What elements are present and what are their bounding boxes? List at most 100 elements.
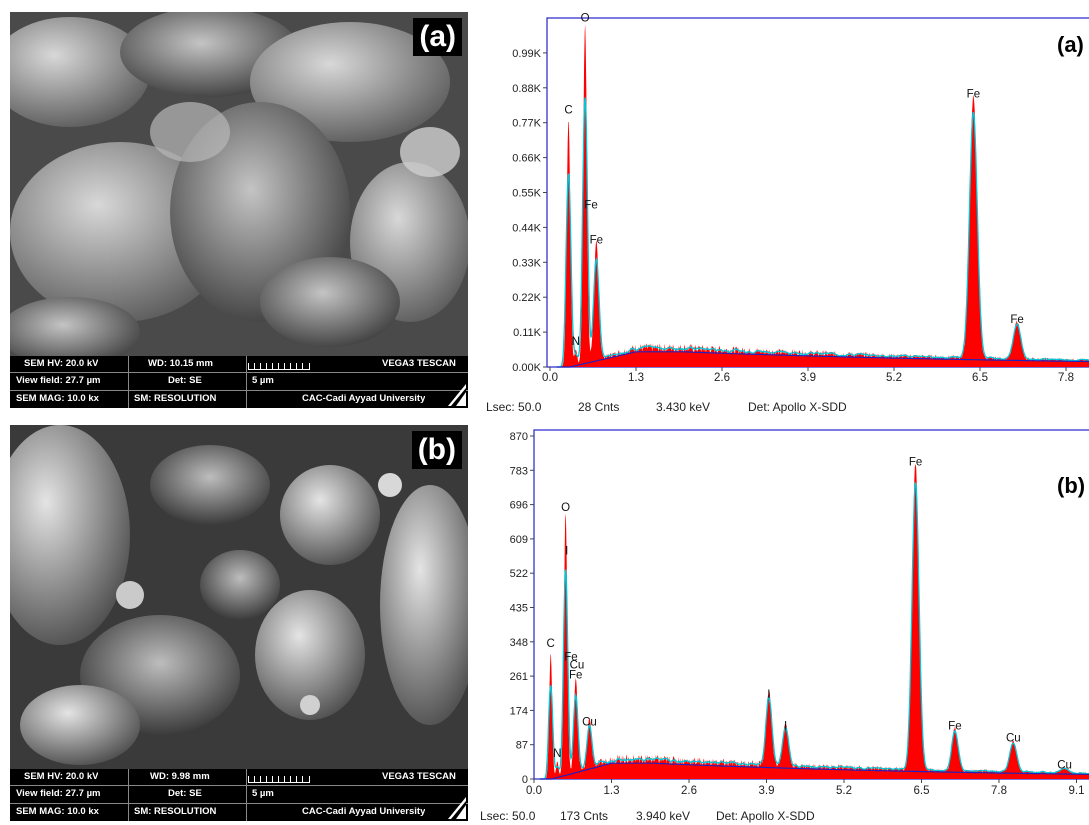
peak-label-n: N bbox=[553, 748, 561, 760]
x-tick-label: 2.6 bbox=[714, 372, 730, 384]
eds-spectrum-b: 0 87 174 261 348 435 522 609 696 783 870 0.0 1.3 2.6 3… bbox=[476, 425, 1089, 825]
y-tick-label: 783 bbox=[510, 465, 528, 477]
tescan-logo-icon bbox=[448, 797, 466, 819]
x-tick-label: 0.0 bbox=[526, 785, 542, 797]
panel-label-a: (a) bbox=[413, 18, 462, 56]
sem-wd: WD: 9.98 mm bbox=[150, 771, 210, 782]
plot-frame bbox=[533, 429, 1089, 780]
eds-status-counts: 28 Cnts bbox=[578, 400, 620, 414]
peak-label-fe: Fe bbox=[569, 669, 582, 681]
y-tick-label: 0.44K bbox=[512, 222, 541, 234]
tescan-logo-icon bbox=[448, 384, 466, 406]
peak-label-o: O bbox=[581, 13, 590, 25]
eds-status-lsec: Lsec: 50.0 bbox=[486, 400, 542, 414]
peak-label-n: N bbox=[572, 336, 580, 348]
sem-micrograph-a bbox=[10, 12, 468, 356]
background-curve bbox=[540, 762, 1089, 780]
x-tick-label: 7.8 bbox=[1058, 372, 1074, 384]
x-tick-label: 1.3 bbox=[628, 372, 644, 384]
eds-status-counts: 173 Cnts bbox=[560, 809, 609, 823]
sem-det: Det: SE bbox=[168, 788, 202, 799]
y-tick-label: 0.55K bbox=[512, 188, 541, 200]
peak-label-cu: Cu bbox=[1006, 732, 1021, 744]
eds-status-energy: 3.940 keV bbox=[636, 809, 691, 823]
peak-label-i: I bbox=[767, 689, 770, 701]
sem-databar-a: SEM HV: 20.0 kV WD: 10.15 mm VEGA3 TESCA… bbox=[10, 356, 468, 408]
peak-label-c: C bbox=[547, 638, 555, 650]
sem-mag: SEM MAG: 10.0 kx bbox=[16, 806, 99, 817]
peak-label-i: I bbox=[784, 721, 787, 733]
fit-curve bbox=[540, 481, 1089, 780]
peak-label-cu: Cu bbox=[570, 660, 585, 672]
sem-hv: SEM HV: 20.0 kV bbox=[24, 358, 99, 369]
y-tick-label: 0 bbox=[522, 774, 528, 786]
x-tick-label: 3.9 bbox=[759, 785, 775, 797]
eds-status-energy: 3.430 keV bbox=[656, 400, 711, 414]
panel-tag: (a) bbox=[1057, 32, 1084, 57]
sem-micrograph-b bbox=[10, 425, 468, 769]
y-tick-label: 174 bbox=[510, 705, 528, 717]
sem-scale: 5 µm bbox=[252, 375, 274, 386]
x-tick-label: 3.9 bbox=[800, 372, 816, 384]
y-tick-label: 0.88K bbox=[512, 83, 541, 95]
sem-sm: SM: RESOLUTION bbox=[134, 393, 217, 404]
y-tick-label: 0.22K bbox=[512, 292, 541, 304]
x-tick-label: 2.6 bbox=[681, 785, 697, 797]
sem-instrument: VEGA3 TESCAN bbox=[382, 771, 456, 782]
eds-status-detector: Det: Apollo X-SDD bbox=[716, 809, 815, 823]
plot-frame bbox=[546, 17, 1089, 368]
peak-label-c: C bbox=[564, 105, 572, 117]
y-tick-label: 87 bbox=[516, 740, 528, 752]
y-tick-label: 0.77K bbox=[512, 118, 541, 130]
peak-label-o: O bbox=[561, 502, 570, 514]
peak-label-fe: Fe bbox=[909, 456, 922, 468]
peak-label-fe: Fe bbox=[590, 235, 603, 247]
sem-view-field: View field: 27.7 µm bbox=[16, 375, 101, 386]
scale-bar-a bbox=[248, 359, 310, 370]
sem-mag: SEM MAG: 10.0 kx bbox=[16, 393, 99, 404]
y-tick-label: 696 bbox=[510, 500, 528, 512]
x-tick-label: 0.0 bbox=[542, 372, 558, 384]
eds-status-lsec: Lsec: 50.0 bbox=[480, 809, 536, 823]
x-tick-label: 6.5 bbox=[972, 372, 988, 384]
sem-image-panel-b: (b) SEM HV: 20.0 kV WD: 9.98 mm VEGA3 TE… bbox=[10, 425, 468, 821]
sem-det: Det: SE bbox=[168, 375, 202, 386]
eds-chart-a: 0.00K 0.11K 0.22K 0.33K 0.44K 0.55K 0.66K 0.77K… bbox=[512, 13, 1089, 384]
x-tick-label: 7.8 bbox=[991, 785, 1007, 797]
y-tick-label: 435 bbox=[510, 603, 528, 615]
peak-label-i: I bbox=[565, 545, 568, 557]
peak-label-fe: Fe bbox=[948, 721, 961, 733]
y-tick-label: 0.99K bbox=[512, 48, 541, 60]
x-tick-label: 5.2 bbox=[836, 785, 852, 797]
sem-view-field: View field: 27.7 µm bbox=[16, 788, 101, 799]
peak-label-fe: Fe bbox=[564, 652, 577, 664]
eds-status-detector: Det: Apollo X-SDD bbox=[748, 400, 847, 414]
peak-label-fe: Fe bbox=[584, 199, 597, 211]
sem-image-panel-a: (a) SEM HV: 20.0 kV WD: 10.15 mm VEGA3 T… bbox=[10, 12, 468, 408]
y-tick-label: 522 bbox=[510, 568, 528, 580]
x-tick-label: 1.3 bbox=[604, 785, 620, 797]
peak-label-cu: Cu bbox=[582, 717, 597, 729]
panel-label-b: (b) bbox=[411, 431, 462, 469]
y-tick-label: 0.33K bbox=[512, 257, 541, 269]
peak-label-fe: Fe bbox=[1010, 314, 1023, 326]
y-tick-label: 0.66K bbox=[512, 153, 541, 165]
fit-curve bbox=[556, 97, 1089, 368]
eds-spectrum-a: 0.00K 0.11K 0.22K 0.33K 0.44K 0.55K 0.66K 0.77K… bbox=[484, 10, 1089, 420]
sem-hv: SEM HV: 20.0 kV bbox=[24, 771, 99, 782]
y-tick-label: 0.00K bbox=[512, 362, 541, 374]
y-tick-label: 609 bbox=[510, 534, 528, 546]
sem-sm: SM: RESOLUTION bbox=[134, 806, 217, 817]
panel-tag: (b) bbox=[1057, 473, 1085, 498]
x-tick-label: 5.2 bbox=[886, 372, 902, 384]
eds-chart-b: 0 87 174 261 348 435 522 609 696 783 870 0.0 1.3 2.6 3… bbox=[510, 429, 1089, 797]
y-tick-label: 261 bbox=[510, 671, 528, 683]
sem-instrument: VEGA3 TESCAN bbox=[382, 358, 456, 369]
sem-institution: CAC-Cadi Ayyad University bbox=[302, 393, 426, 404]
sem-wd: WD: 10.15 mm bbox=[148, 358, 213, 369]
peak-label-cu: Cu bbox=[1057, 759, 1072, 771]
background-curve bbox=[556, 351, 1089, 368]
x-tick-label: 9.1 bbox=[1069, 785, 1085, 797]
peak-label-fe: Fe bbox=[967, 89, 980, 101]
x-tick-label: 6.5 bbox=[914, 785, 930, 797]
